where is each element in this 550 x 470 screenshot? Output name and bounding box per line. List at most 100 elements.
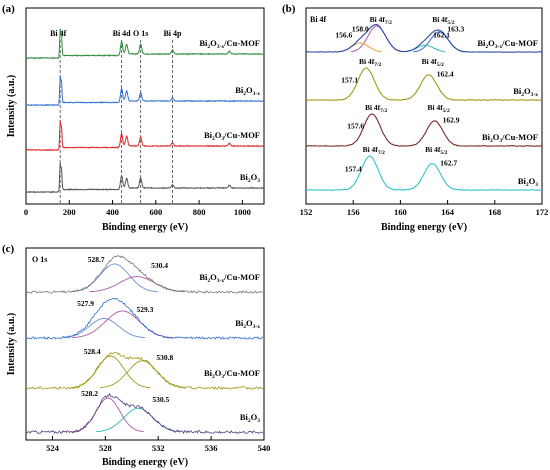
panel-b-series-label: Bi2O3-x/Cu-MOF — [477, 38, 538, 50]
panel-c-peak-value: 529.3 — [137, 305, 154, 314]
panel-a-series-line — [26, 120, 265, 152]
panel-c-series-line — [25, 255, 263, 294]
panel-a-plot: Bi 4f Bi 4d O 1s Bi 4p Bi2O3-x/Cu-MOF Bi2O3-x… — [25, 28, 265, 204]
panel-b-tick-label: 168 — [488, 207, 501, 217]
panel-b-series-label: Bi2O3/Cu-MOF — [482, 132, 538, 144]
panel-c-peak-value: 530.5 — [152, 395, 169, 404]
panel-c-series-label: Bi2O3-x/Cu-MOF — [199, 272, 260, 284]
panel-b-orbital-label: Bi 4f5/2 — [422, 57, 444, 68]
panel-b-series-line — [305, 67, 543, 101]
panel-c-component-peak — [89, 276, 185, 293]
panel-c-y-title: Intensity (a.u.) — [6, 313, 17, 376]
panel-b-orbital-label: Bi 4f7/2 — [370, 15, 392, 26]
peak-marker-label: O 1s — [133, 29, 148, 38]
panel-a-x-title: Binding energy (eV) — [102, 222, 188, 233]
panel-a-series-line — [25, 28, 265, 60]
panel-a-tick-label: 1000 — [234, 207, 251, 217]
panel-b-orbital-label: Bi 4f5/2 — [427, 103, 449, 114]
panel-b-x-title: Binding energy (eV) — [381, 222, 467, 233]
panel-c-peak-value: 528.2 — [81, 389, 98, 398]
panel-a-x-ticks: 0 200 400 600 800 1000 — [24, 200, 251, 217]
panel-b-peak-value: 162.1 — [433, 31, 450, 40]
panel-b-orbital-label: Bi 4f7/2 — [365, 103, 387, 114]
panel-b-peak-value: 162.9 — [443, 115, 460, 124]
panel-c-series-label: Bi2O3/Cu-MOF — [204, 368, 260, 380]
panel-a-series-label: Bi2O3 — [240, 172, 260, 184]
panel-a-tick-label: 0 — [24, 207, 28, 217]
panel-c-x-ticks: 524 528 532 536 540 — [46, 436, 270, 453]
panel-c-peak-value: 528.7 — [88, 255, 105, 264]
panel-c-component-peak — [70, 263, 159, 293]
panel-b-orbital-label: Bi 4f5/2 — [432, 15, 454, 26]
panel-a-series-line — [25, 75, 265, 107]
panel-b-orbital-label: Bi 4f5/2 — [425, 145, 447, 156]
panel-b-tick-label: 164 — [441, 207, 455, 217]
panel-c-tick-label: 536 — [205, 443, 218, 453]
panel-b-series-line — [305, 155, 543, 191]
panel-c-peak-value: 528.4 — [84, 347, 101, 356]
panel-c-series-line — [25, 351, 264, 391]
panel-a-tick-label: 800 — [193, 207, 206, 217]
panel-b-peak-value: 158.0 — [352, 25, 369, 34]
panel-a-letter: (a) — [2, 3, 15, 15]
panel-b-letter: (b) — [282, 3, 296, 15]
panel-c-series-line — [25, 392, 264, 435]
panel-a-series-label: Bi2O3-x — [235, 85, 260, 97]
panel-c-component-peak — [72, 397, 144, 433]
panel-c-tick-label: 540 — [258, 443, 271, 453]
panel-c-component-peak — [99, 360, 185, 389]
panel-b-peak-value: 162.7 — [440, 158, 457, 167]
peak-marker-label: Bi 4f — [50, 29, 67, 38]
panel-b-peak-value: 157.1 — [341, 75, 358, 84]
panel-a-tick-label: 600 — [149, 207, 162, 217]
peak-marker-label: Bi 4d — [113, 29, 132, 38]
panel-a-series-label: Bi2O3-x/Cu-MOF — [199, 38, 260, 50]
panel-c-peak-value: 530.4 — [151, 261, 168, 270]
panel-b-peak-value: 163.3 — [447, 25, 464, 34]
panel-b-tick-label: 172 — [536, 207, 549, 217]
panel-b-frame — [305, 7, 543, 205]
panel-b-peak-value: 157.6 — [347, 121, 364, 130]
panel-c-component-peak — [70, 355, 151, 389]
panel-c: (c) O 1s 528.7530.4Bi2O3-x/Cu-MOF527.952… — [2, 243, 270, 468]
panel-c-title: O 1s — [32, 255, 47, 264]
panel-c-tick-label: 532 — [152, 443, 165, 453]
panel-b-series-line — [305, 113, 543, 147]
panel-a-tick-label: 200 — [63, 207, 76, 217]
panel-a-series-label: Bi2O3/Cu-MOF — [204, 130, 260, 142]
peak-marker-label: Bi 4p — [163, 29, 182, 38]
panel-b-orbital-label: Bi 4f7/2 — [359, 57, 381, 68]
panel-c-series-label: Bi2O3 — [240, 412, 260, 424]
panel-b-tick-label: 160 — [394, 207, 407, 217]
panel-c-component-peak — [72, 310, 173, 339]
panel-c-peak-value: 530.8 — [156, 353, 173, 362]
panel-c-tick-label: 528 — [99, 443, 112, 453]
panel-a-series-line — [25, 162, 265, 194]
panel-c-letter: (c) — [2, 243, 15, 255]
panel-b-title: Bi 4f — [310, 15, 327, 24]
panel-b-tick-label: 152 — [300, 207, 313, 217]
panel-c-peak-value: 527.9 — [77, 299, 94, 308]
panel-b-series-label: Bi2O3 — [518, 176, 538, 188]
panel-a-frame — [25, 7, 265, 205]
panel-b-peak-value: 157.4 — [345, 164, 362, 173]
panel-c-series-line — [25, 297, 264, 340]
panel-c-frame — [25, 247, 265, 441]
panel-b-x-ticks: 152 156 160 164 168 172 — [300, 200, 549, 217]
panel-c-component-peak — [96, 407, 181, 433]
panel-c-plot: 528.7 530.4 Bi2O3-x/Cu-MOF 527.9 529.3 Bi2O3-… — [25, 255, 264, 435]
panel-b-peak-value: 162.4 — [437, 69, 454, 78]
panel-b-tick-label: 156 — [347, 207, 360, 217]
panel-a-y-title: Intensity (a.u.) — [6, 75, 17, 138]
panel-c-x-title: Binding energy (eV) — [102, 457, 188, 468]
panel-c-series-label: Bi2O3-x — [235, 318, 260, 330]
panel-b-peak-value: 156.6 — [335, 31, 352, 40]
panel-b-orbital-label: Bi 4f7/2 — [363, 145, 385, 156]
panel-a: (a) Bi 4f Bi 4d O 1s Bi 4p Bi2O3-x/Cu-MOF Bi2… — [2, 3, 265, 233]
panel-a-tick-label: 400 — [106, 207, 119, 217]
panel-b-series-label: Bi2O3-x — [513, 86, 538, 98]
panel-c-tick-label: 524 — [46, 443, 60, 453]
